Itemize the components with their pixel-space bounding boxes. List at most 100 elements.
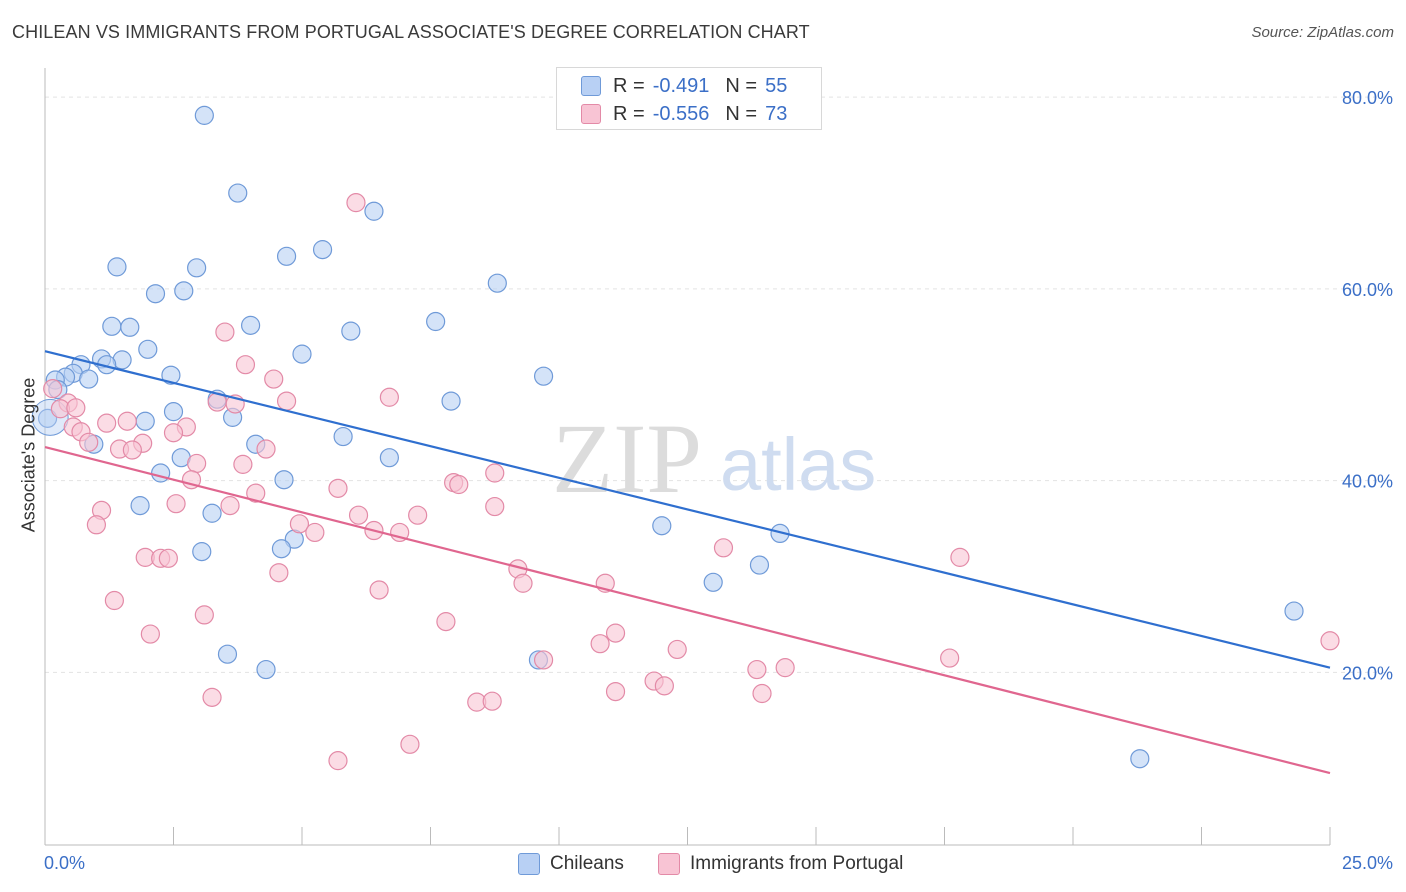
watermark: ZIP atlas bbox=[552, 403, 876, 514]
legend-r-label: R = bbox=[613, 74, 645, 97]
source-label: Source: ZipAtlas.com bbox=[1251, 24, 1394, 41]
watermark-atlas: atlas bbox=[720, 423, 876, 506]
chileans-point bbox=[145, 284, 166, 304]
portugal-point bbox=[775, 658, 795, 678]
chileans-point bbox=[79, 369, 99, 389]
y-tick-label: 20.0% bbox=[1342, 663, 1393, 683]
watermark-zip: ZIP bbox=[552, 403, 702, 514]
bottom-legend-portugal: Immigrants from Portugal bbox=[658, 851, 903, 877]
chileans-point bbox=[202, 503, 222, 523]
chileans-point bbox=[138, 339, 158, 359]
chileans-point bbox=[364, 201, 384, 221]
chileans-point bbox=[1284, 601, 1304, 621]
portugal-point bbox=[256, 439, 276, 459]
portugal-point bbox=[43, 379, 63, 399]
chileans-point bbox=[192, 542, 212, 562]
portugal-point bbox=[117, 411, 137, 431]
chileans-point bbox=[441, 391, 461, 411]
chileans-point bbox=[379, 448, 399, 468]
portugal-point bbox=[86, 515, 107, 535]
portugal-point bbox=[276, 391, 297, 411]
legend-r-value: -0.556 bbox=[652, 102, 710, 125]
x-tick-label: 0.0% bbox=[44, 853, 85, 873]
portugal-point bbox=[346, 193, 366, 213]
portugal-point bbox=[122, 440, 142, 460]
bottom-legend-chileans: Chileans bbox=[518, 851, 624, 877]
legend-n-value: 55 bbox=[765, 74, 788, 97]
portugal-point bbox=[163, 423, 184, 443]
chileans-point bbox=[217, 644, 238, 664]
chileans-point bbox=[107, 257, 127, 277]
chileans-point bbox=[163, 402, 184, 422]
chileans-point bbox=[652, 516, 672, 536]
portugal-point bbox=[654, 676, 674, 696]
legend-swatch-blue bbox=[581, 76, 601, 96]
portugal-point bbox=[348, 505, 369, 525]
bottom-legend-swatch-blue bbox=[518, 853, 540, 875]
portugal-point bbox=[158, 548, 178, 568]
portugal-point bbox=[233, 454, 253, 474]
portugal-point bbox=[269, 563, 289, 583]
bottom-legend-label: Chileans bbox=[550, 853, 624, 874]
chileans-point bbox=[194, 105, 214, 125]
chart-title: CHILEAN VS IMMIGRANTS FROM PORTUGAL ASSO… bbox=[12, 22, 810, 42]
chileans-point bbox=[276, 246, 297, 266]
chileans-point bbox=[135, 411, 155, 431]
portugal-point bbox=[235, 355, 256, 375]
chileans-point bbox=[533, 366, 554, 386]
portugal-point bbox=[264, 369, 284, 389]
legend-swatch-pink bbox=[581, 104, 601, 124]
portugal-point bbox=[166, 494, 186, 514]
legend-n-label: N = bbox=[725, 74, 758, 97]
chileans-point bbox=[161, 365, 181, 385]
legend-r-label: R = bbox=[613, 102, 645, 125]
trend-line-chileans bbox=[44, 350, 1331, 669]
portugal-point bbox=[246, 483, 266, 503]
chileans-point bbox=[130, 496, 150, 516]
portugal-point bbox=[940, 648, 960, 668]
portugal-point bbox=[328, 751, 348, 771]
portugal-point bbox=[485, 496, 505, 517]
axes bbox=[44, 68, 1331, 846]
series-chileans bbox=[31, 105, 1304, 769]
portugal-point bbox=[605, 623, 626, 643]
portugal-point bbox=[1320, 631, 1340, 651]
chileans-point bbox=[271, 539, 292, 559]
chileans-point bbox=[228, 183, 248, 203]
chileans-point bbox=[120, 317, 140, 337]
legend-n-label: N = bbox=[725, 102, 758, 125]
y-tick-label: 80.0% bbox=[1342, 88, 1393, 108]
portugal-point bbox=[289, 514, 310, 534]
portugal-point bbox=[187, 453, 207, 474]
chileans-point bbox=[256, 659, 276, 680]
portugal-point bbox=[667, 639, 687, 660]
portugal-point bbox=[140, 624, 160, 644]
legend-row-chileans: R = -0.491 N = 55 bbox=[581, 73, 787, 99]
chileans-point bbox=[151, 463, 171, 483]
chileans-point bbox=[241, 315, 261, 335]
legend-r-value: -0.491 bbox=[652, 74, 710, 97]
portugal-point bbox=[104, 590, 124, 611]
portugal-point bbox=[950, 547, 970, 567]
chileans-point bbox=[333, 426, 353, 447]
portugal-point bbox=[747, 659, 767, 680]
portugal-point bbox=[513, 573, 533, 593]
chileans-point bbox=[341, 321, 361, 341]
legend-row-portugal: R = -0.556 N = 73 bbox=[581, 101, 787, 127]
portugal-point bbox=[408, 505, 428, 525]
portugal-point bbox=[220, 496, 240, 516]
portugal-point bbox=[66, 398, 86, 418]
chileans-point bbox=[274, 470, 294, 490]
portugal-point bbox=[369, 580, 389, 600]
portugal-point bbox=[436, 612, 456, 632]
portugal-point bbox=[215, 322, 235, 342]
portugal-point bbox=[590, 634, 610, 654]
series-portugal bbox=[43, 193, 1340, 771]
correlation-legend: R = -0.491 N = 55 R = -0.556 N = 73 bbox=[556, 67, 822, 130]
chileans-point bbox=[426, 311, 446, 332]
tick-labels: 20.0% 40.0% 60.0% 80.0% 0.0% 25.0% bbox=[44, 88, 1393, 873]
legend-n-value: 73 bbox=[765, 102, 788, 125]
portugal-point bbox=[305, 522, 325, 543]
portugal-point bbox=[449, 474, 469, 495]
